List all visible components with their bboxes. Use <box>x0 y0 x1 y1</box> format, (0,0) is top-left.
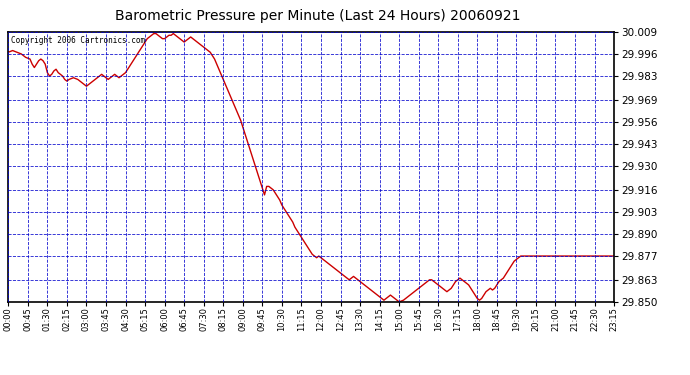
Text: Barometric Pressure per Minute (Last 24 Hours) 20060921: Barometric Pressure per Minute (Last 24 … <box>115 9 520 23</box>
Text: Copyright 2006 Cartronics.com: Copyright 2006 Cartronics.com <box>11 36 146 45</box>
